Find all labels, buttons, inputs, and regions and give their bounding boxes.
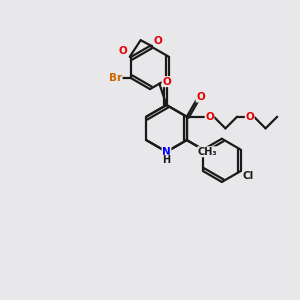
Text: O: O [154, 35, 163, 46]
Text: CH₃: CH₃ [198, 147, 218, 157]
Text: Cl: Cl [243, 171, 254, 181]
Text: O: O [196, 92, 205, 102]
Text: O: O [162, 76, 171, 87]
Text: Br: Br [109, 73, 122, 83]
Text: N: N [162, 147, 171, 157]
Text: H: H [162, 155, 171, 165]
Text: O: O [119, 46, 128, 56]
Text: O: O [245, 112, 254, 122]
Text: O: O [205, 112, 214, 122]
